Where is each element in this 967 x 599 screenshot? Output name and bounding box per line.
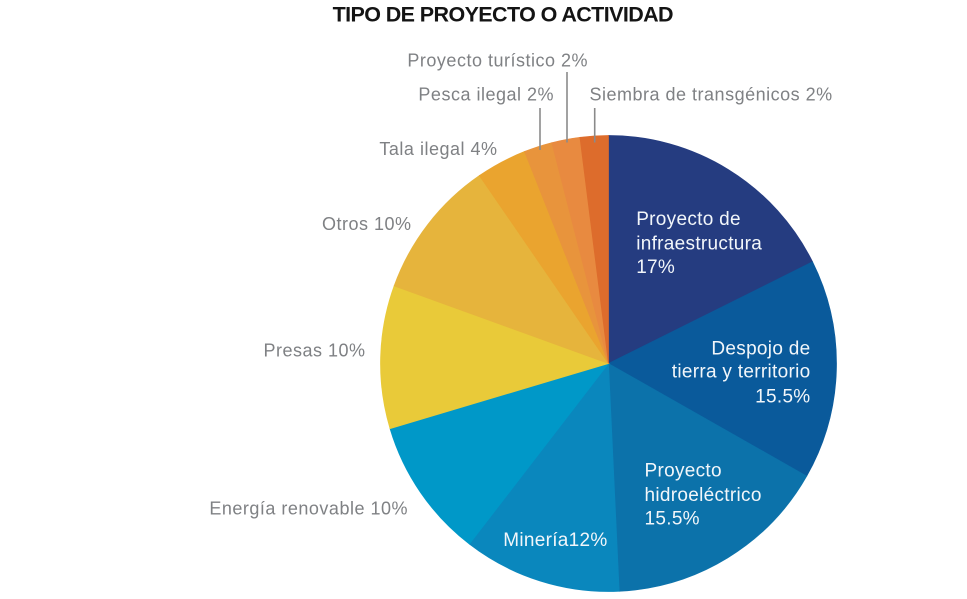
svg-text:Otros 10%: Otros 10% (322, 214, 412, 234)
svg-text:Proyecto turístico 2%: Proyecto turístico 2% (407, 50, 588, 70)
svg-text:Proyecto: Proyecto (645, 460, 722, 481)
svg-text:Despojo de: Despojo de (711, 339, 810, 360)
svg-text:tierra y territorio: tierra y territorio (672, 362, 811, 383)
svg-text:15.5%: 15.5% (755, 387, 810, 408)
svg-text:Tala ilegal 4%: Tala ilegal 4% (379, 139, 497, 159)
svg-text:Proyecto de: Proyecto de (636, 209, 741, 230)
svg-text:Energía renovable 10%: Energía renovable 10% (209, 499, 408, 519)
svg-text:15.5%: 15.5% (645, 508, 700, 529)
svg-text:17%: 17% (636, 257, 675, 278)
svg-text:Siembra de transgénicos 2%: Siembra de transgénicos 2% (590, 85, 833, 105)
svg-text:Pesca ilegal 2%: Pesca ilegal 2% (418, 85, 554, 105)
svg-text:Minería12%: Minería12% (503, 530, 607, 551)
svg-text:infraestructura: infraestructura (636, 233, 762, 254)
svg-text:hidroeléctrico: hidroeléctrico (645, 485, 762, 506)
svg-text:TIPO DE PROYECTO O ACTIVIDAD: TIPO DE PROYECTO O ACTIVIDAD (333, 3, 673, 27)
svg-text:Presas 10%: Presas 10% (263, 341, 365, 361)
